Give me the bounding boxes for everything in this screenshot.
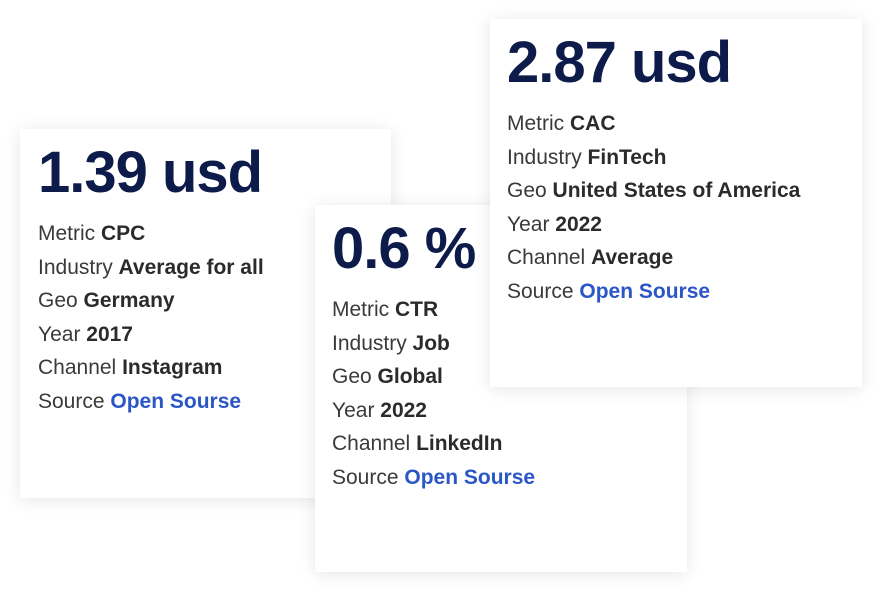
metric-name: CAC xyxy=(570,112,616,135)
year-label: Year xyxy=(38,322,87,346)
metric-label: Metric xyxy=(507,112,570,135)
metric-name: CTR xyxy=(395,298,439,321)
metric-row: Metric CPC xyxy=(38,217,391,251)
geo-value: Germany xyxy=(83,289,175,313)
geo-row: Geo Germany xyxy=(38,284,391,318)
year-row: Year 2022 xyxy=(507,208,862,242)
source-link[interactable]: Open Sourse xyxy=(579,279,711,303)
industry-value: Job xyxy=(412,331,450,355)
geo-label: Geo xyxy=(507,179,553,203)
channel-label: Channel xyxy=(332,432,417,456)
industry-label: Industry xyxy=(38,255,119,279)
channel-label: Channel xyxy=(38,356,123,380)
industry-row: Industry Job xyxy=(332,327,687,361)
channel-row: Channel LinkedIn xyxy=(332,427,687,461)
metric-label: Metric xyxy=(332,298,395,321)
metric-value: 2.87 usd xyxy=(507,30,732,95)
year-label: Year xyxy=(332,398,381,422)
industry-row: Industry FinTech xyxy=(507,141,862,175)
channel-label: Channel xyxy=(507,246,592,270)
metric-row: Metric CTR xyxy=(332,293,687,327)
channel-row: Channel Instagram xyxy=(38,351,391,385)
year-value: 2022 xyxy=(380,398,427,422)
channel-value: Instagram xyxy=(122,356,223,380)
source-link[interactable]: Open Sourse xyxy=(110,389,242,413)
industry-value: FinTech xyxy=(587,145,667,169)
source-link[interactable]: Open Sourse xyxy=(404,465,536,489)
industry-row: Industry Average for all xyxy=(38,251,391,285)
source-row: Source Open Sourse xyxy=(38,385,391,419)
metric-label: Metric xyxy=(38,222,101,245)
channel-value: Average xyxy=(591,246,674,270)
source-label: Source xyxy=(38,389,111,413)
metric-value: 0.6 % xyxy=(332,216,476,281)
geo-value: United States of America xyxy=(552,179,801,203)
year-label: Year xyxy=(507,212,556,236)
metric-card-cac: 2.87 usd Metric CAC Industry FinTech Geo… xyxy=(490,19,862,387)
source-label: Source xyxy=(507,279,580,303)
geo-label: Geo xyxy=(332,365,378,389)
channel-value: LinkedIn xyxy=(416,432,503,456)
geo-value: Global xyxy=(377,365,443,389)
source-label: Source xyxy=(332,465,405,489)
year-row: Year 2022 xyxy=(332,394,687,428)
metric-value: 1.39 usd xyxy=(38,140,263,205)
industry-value: Average for all xyxy=(118,255,264,279)
metric-name: CPC xyxy=(101,222,146,245)
geo-row: Geo Global xyxy=(332,360,687,394)
year-value: 2017 xyxy=(86,322,133,346)
geo-label: Geo xyxy=(38,289,84,313)
source-row: Source Open Sourse xyxy=(332,461,687,495)
geo-row: Geo United States of America xyxy=(507,174,862,208)
year-value: 2022 xyxy=(555,212,602,236)
industry-label: Industry xyxy=(332,331,413,355)
industry-label: Industry xyxy=(507,145,588,169)
metric-row: Metric CAC xyxy=(507,107,862,141)
source-row: Source Open Sourse xyxy=(507,275,862,309)
channel-row: Channel Average xyxy=(507,241,862,275)
year-row: Year 2017 xyxy=(38,318,391,352)
